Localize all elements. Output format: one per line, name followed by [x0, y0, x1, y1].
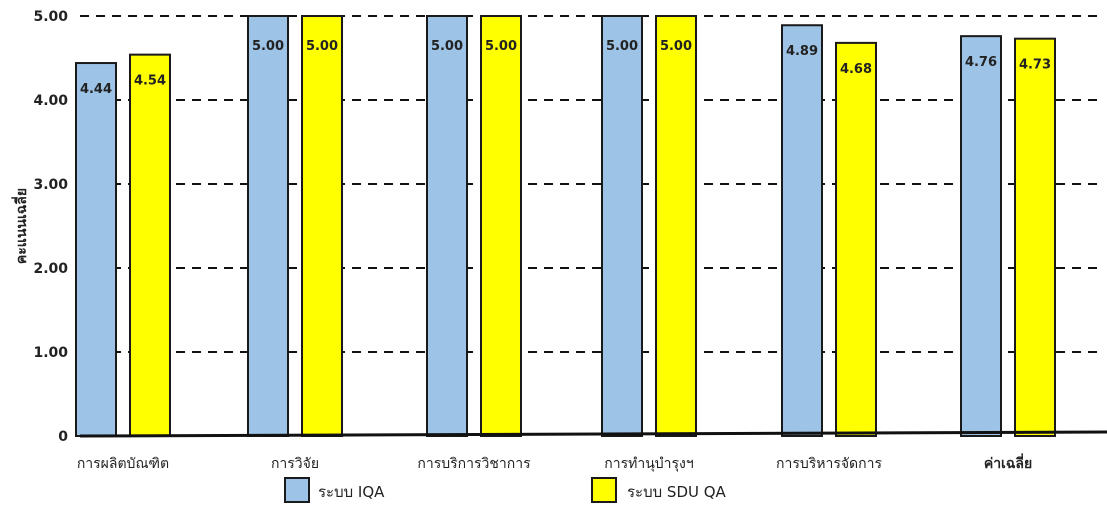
x-category-label: การบริการวิชาการ	[417, 456, 531, 472]
legend-label: ระบบ SDU QA	[627, 483, 727, 501]
bar	[426, 15, 468, 437]
bar-value-label: 4.73	[1019, 58, 1051, 73]
bar	[75, 62, 117, 437]
bar-value-label: 4.89	[786, 44, 818, 59]
bar	[301, 15, 343, 437]
x-category-label: ค่าเฉลี่ย	[984, 453, 1032, 472]
bar-value-label: 5.00	[252, 39, 284, 54]
bar-value-label: 5.00	[431, 39, 463, 54]
y-tick-label: 4.00	[33, 93, 68, 109]
bar	[129, 53, 171, 437]
y-axis-title-group: คะแนนเฉลี่ย	[11, 188, 30, 264]
bar	[1014, 37, 1056, 438]
bar-value-label: 5.00	[306, 39, 338, 54]
legend-label: ระบบ IQA	[318, 483, 385, 501]
x-category-label: การวิจัย	[271, 456, 319, 472]
bars: 4.44 4.54 5.00 5.00 5.00 5.00 5.00 5.00 4.89 4.68…	[75, 15, 1056, 438]
y-tick-labels: 0 1.00 2.00 3.00 4.00 5.00	[33, 9, 68, 445]
y-tick-label: 1.00	[33, 345, 68, 361]
bar-value-label: 4.76	[965, 55, 997, 70]
x-category-label: การบริหารจัดการ	[776, 456, 883, 472]
axes	[79, 430, 1107, 438]
y-tick-label: 0	[58, 429, 68, 445]
bar	[655, 15, 697, 437]
bar	[781, 24, 823, 438]
bar	[601, 15, 643, 437]
bar-value-label: 5.00	[606, 39, 638, 54]
bar-value-label: 4.54	[134, 74, 166, 89]
bar-value-label: 4.68	[840, 62, 872, 77]
legend: ระบบ IQA ระบบ SDU QA	[284, 477, 727, 503]
x-category-label: การผลิตบัณฑิต	[77, 456, 169, 472]
bar-value-label: 5.00	[660, 39, 692, 54]
bar	[247, 15, 289, 437]
x-axis-line	[79, 430, 1107, 438]
legend-swatch	[284, 477, 310, 503]
y-tick-label: 3.00	[33, 177, 68, 193]
y-axis-title: คะแนนเฉลี่ย	[11, 188, 30, 264]
y-tick-label: 2.00	[33, 261, 68, 277]
legend-swatch	[591, 477, 617, 503]
y-tick-label: 5.00	[33, 9, 68, 25]
bar-value-label: 4.44	[80, 82, 112, 97]
bar	[480, 15, 522, 437]
x-category-labels: การผลิตบัณฑิต การวิจัย การบริการวิชาการ การ…	[77, 453, 1032, 472]
bar	[960, 35, 1002, 437]
bar	[835, 41, 877, 437]
gridlines	[80, 15, 1103, 353]
x-category-label: การทำนุบำรุงฯ	[604, 456, 693, 472]
bar-value-label: 5.00	[485, 39, 517, 54]
